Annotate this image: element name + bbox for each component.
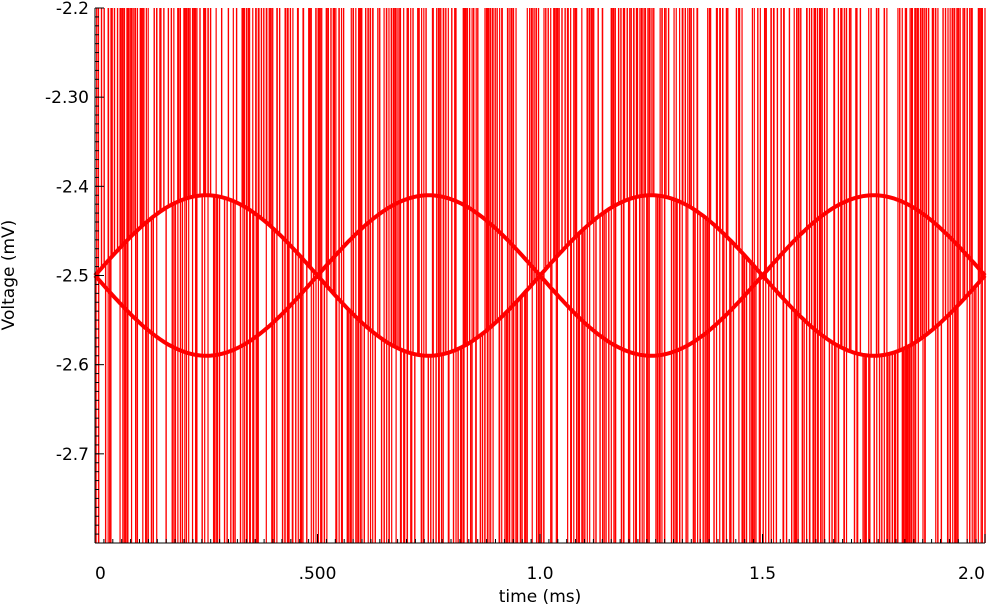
envelope-lower [93,272,987,358]
y-tick-label: -2.7 [56,445,89,465]
x-tick-label: 1.5 [749,564,776,584]
y-tick-label: -2.2 [56,0,89,19]
x-tick-label: .500 [299,564,337,584]
y-tick-label: -2.6 [56,356,89,376]
y-axis-title: Voltage (mV) [0,220,19,331]
x-tick-label: 2.0 [958,564,985,584]
y-tick-label: -2.30 [45,88,89,108]
y-tick-label: -2.4 [56,177,89,197]
x-tick-label: 0 [95,564,106,584]
y-tick-label: -2.5 [56,267,89,287]
x-axis-title: time (ms) [499,587,582,607]
x-ticks: 0 .500 1.0 1.5 2.0 [94,534,986,584]
x-tick-label: 1.0 [526,564,553,584]
y-ticks: -2.2 -2.30 -2.4 -2.5 -2.6 -2.7 [45,0,104,465]
envelope-traces [93,193,987,358]
signal-traces [95,8,986,543]
